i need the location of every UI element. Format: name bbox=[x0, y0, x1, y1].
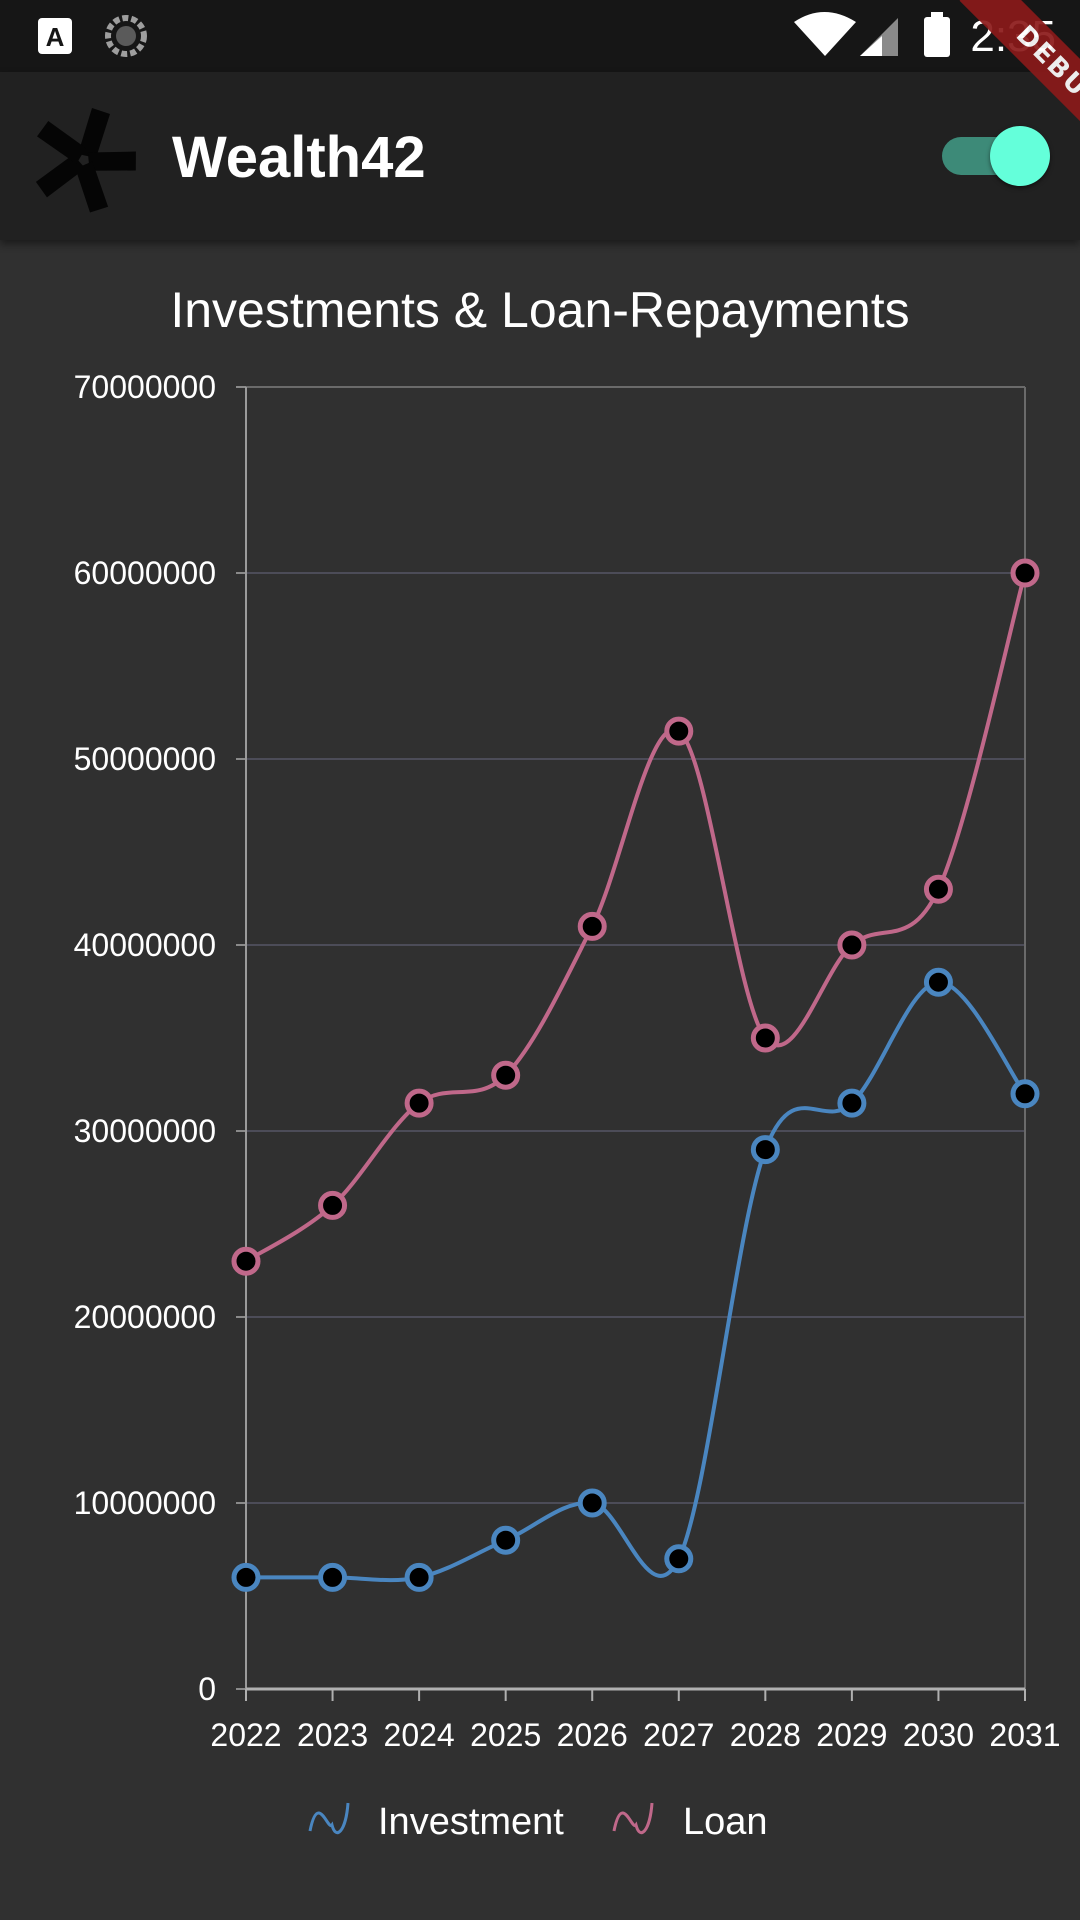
x-tick-label: 2026 bbox=[557, 1717, 628, 1753]
data-point-loan bbox=[577, 911, 607, 941]
grid-layer bbox=[246, 386, 1025, 1504]
data-point-loan bbox=[318, 1190, 348, 1220]
data-point-investment bbox=[318, 1562, 348, 1592]
data-point-loan bbox=[404, 1088, 434, 1118]
data-point-investment bbox=[491, 1525, 521, 1555]
data-point-loan bbox=[1010, 558, 1040, 588]
y-tick-label: 40000000 bbox=[74, 927, 216, 963]
data-point-investment bbox=[837, 1088, 867, 1118]
status-bar: A 2:35 bbox=[0, 0, 1080, 72]
svg-text:A: A bbox=[46, 22, 65, 52]
data-point-investment bbox=[664, 1544, 694, 1574]
app-bar: Wealth42 bbox=[0, 72, 1080, 240]
y-tick-label: 10000000 bbox=[74, 1485, 216, 1521]
legend: Investment Loan bbox=[308, 1801, 768, 1843]
y-tick-label: 0 bbox=[198, 1671, 216, 1707]
data-point-loan bbox=[750, 1023, 780, 1053]
series-line-loan bbox=[244, 572, 1027, 1263]
x-tick-label: 2023 bbox=[297, 1717, 368, 1753]
data-point-investment bbox=[923, 967, 953, 997]
data-point-loan bbox=[837, 930, 867, 960]
x-tick-label: 2024 bbox=[384, 1717, 455, 1753]
y-tick-label: 70000000 bbox=[74, 369, 216, 405]
notification-a-icon: A bbox=[38, 18, 72, 54]
theme-toggle-switch[interactable] bbox=[940, 126, 1050, 186]
line-chart: Investments & Loan-Repayments 0 10000000 2… bbox=[74, 282, 1061, 1843]
data-point-investment bbox=[577, 1488, 607, 1518]
app-title: Wealth42 bbox=[172, 125, 426, 190]
data-point-loan bbox=[664, 716, 694, 746]
legend-swatch-investment bbox=[308, 1802, 350, 1834]
y-tick-label: 30000000 bbox=[74, 1113, 216, 1149]
x-tick-label: 2025 bbox=[470, 1717, 541, 1753]
legend-label-loan: Loan bbox=[683, 1801, 768, 1843]
pinwheel-logo-icon bbox=[35, 108, 136, 213]
series-line-investment bbox=[246, 980, 1027, 1583]
y-tick-label: 50000000 bbox=[74, 741, 216, 777]
y-tick-label: 60000000 bbox=[74, 555, 216, 591]
legend-swatch-loan bbox=[612, 1802, 654, 1834]
cell-signal-icon bbox=[860, 18, 898, 56]
battery-icon bbox=[924, 12, 950, 57]
legend-label-investment: Investment bbox=[378, 1801, 564, 1843]
x-tick-label: 2029 bbox=[816, 1717, 887, 1753]
data-point-loan bbox=[231, 1246, 261, 1276]
data-point-investment bbox=[404, 1562, 434, 1592]
chart-title: Investments & Loan-Repayments bbox=[170, 282, 909, 338]
series-layer bbox=[231, 558, 1040, 1592]
data-point-investment bbox=[1010, 1079, 1040, 1109]
x-tick-label: 2022 bbox=[210, 1717, 281, 1753]
data-point-loan bbox=[923, 874, 953, 904]
x-tick-label: 2030 bbox=[903, 1717, 974, 1753]
axis-layer: 0 10000000 20000000 30000000 40000000 5000000… bbox=[74, 369, 1061, 1753]
wifi-icon bbox=[794, 12, 856, 56]
data-point-investment bbox=[231, 1562, 261, 1592]
toggle-thumb[interactable] bbox=[990, 126, 1050, 186]
data-point-loan bbox=[491, 1060, 521, 1090]
y-tick-label: 20000000 bbox=[74, 1299, 216, 1335]
sync-spinner-icon bbox=[105, 15, 147, 57]
status-time: 2:35 bbox=[970, 12, 1056, 61]
x-tick-label: 2027 bbox=[643, 1717, 714, 1753]
x-tick-label: 2031 bbox=[989, 1717, 1060, 1753]
data-point-investment bbox=[750, 1135, 780, 1165]
x-tick-label: 2028 bbox=[730, 1717, 801, 1753]
